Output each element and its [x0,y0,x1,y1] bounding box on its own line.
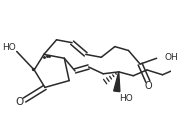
Polygon shape [114,72,120,92]
Text: HO: HO [119,94,132,103]
Text: O: O [144,81,152,91]
Text: HO: HO [2,43,16,52]
Text: OH: OH [164,53,178,62]
Text: O: O [16,97,24,107]
